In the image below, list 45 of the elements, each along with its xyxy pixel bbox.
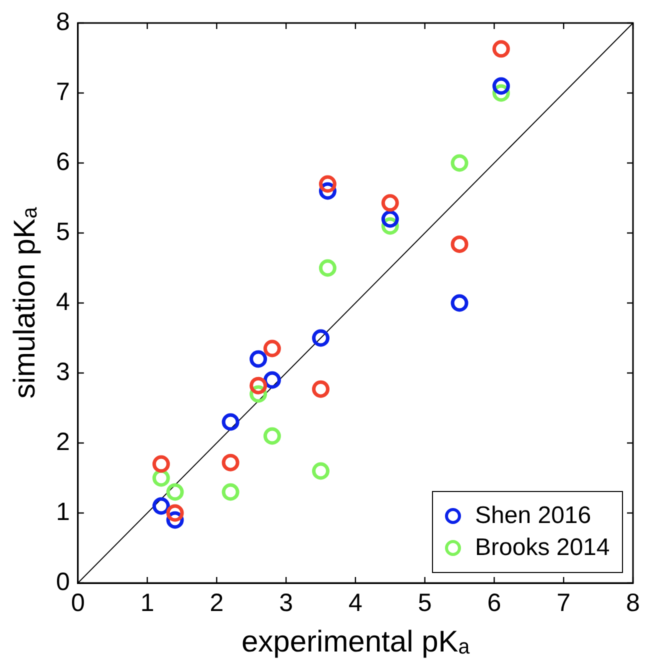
y-tick-label: 2 <box>56 428 70 456</box>
point <box>492 40 510 58</box>
x-tick-label: 7 <box>556 588 571 617</box>
point <box>166 504 184 522</box>
point <box>152 497 170 515</box>
y-tick-label: 5 <box>56 218 70 246</box>
point <box>450 294 468 312</box>
legend-label: Shen 2016 <box>475 502 592 530</box>
point <box>263 427 281 445</box>
x-tick-label: 1 <box>140 588 154 617</box>
x-tick-label: 5 <box>418 588 432 617</box>
point <box>263 340 281 358</box>
x-tick-label: 2 <box>210 588 224 617</box>
y-tick-label: 3 <box>56 358 70 386</box>
y-axis-title: simulation pKₐ <box>8 206 42 399</box>
y-tick-label: 4 <box>56 288 70 316</box>
point <box>222 483 240 501</box>
point <box>318 259 336 277</box>
x-axis-title: experimental pKₐ <box>241 625 470 658</box>
point <box>250 376 268 394</box>
x-tick-label: 3 <box>279 588 294 617</box>
point <box>152 455 170 473</box>
point <box>312 329 330 347</box>
legend-label: Brooks 2014 <box>475 534 610 562</box>
y-tick-label: 0 <box>56 568 70 596</box>
point <box>381 194 399 212</box>
point <box>166 483 184 501</box>
y-tick-label: 8 <box>56 8 70 36</box>
y-tick-label: 1 <box>56 498 70 526</box>
point <box>492 77 510 95</box>
point <box>263 371 281 389</box>
point <box>312 380 330 398</box>
point <box>250 350 268 368</box>
point <box>312 462 330 480</box>
y-tick-label: 7 <box>56 78 70 106</box>
point <box>450 154 468 172</box>
x-tick-label: 8 <box>626 588 640 617</box>
x-tick-label: 4 <box>348 588 362 617</box>
point <box>381 210 399 228</box>
point <box>222 454 240 472</box>
point <box>450 235 468 253</box>
x-tick-label: 6 <box>487 588 502 617</box>
y-tick-label: 6 <box>56 148 70 176</box>
point <box>222 413 240 431</box>
point <box>318 175 336 193</box>
